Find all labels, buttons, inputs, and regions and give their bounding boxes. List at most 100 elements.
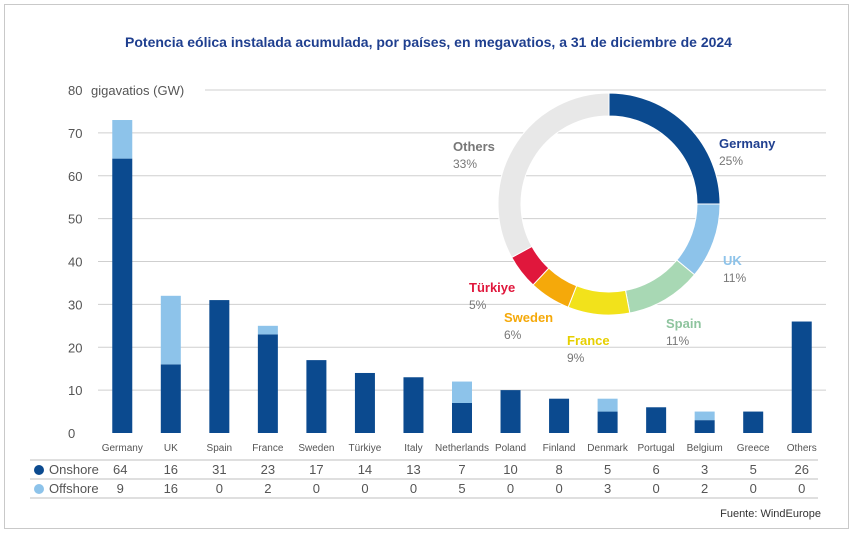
table-cell: 17 xyxy=(309,462,323,477)
legend-label: Offshore xyxy=(49,481,99,496)
donut-slice-Spain xyxy=(624,259,696,314)
bars xyxy=(112,120,812,433)
bar-onshore-France xyxy=(257,334,278,433)
table-cell: 2 xyxy=(701,481,708,496)
bar-onshore-Others xyxy=(791,321,812,433)
legend-label: Onshore xyxy=(49,462,99,477)
table-cell: 9 xyxy=(117,481,124,496)
donut-label-name: Spain xyxy=(666,316,701,331)
y-tick-label: 10 xyxy=(68,383,82,398)
x-tick-label: Others xyxy=(787,443,817,454)
y-tick-label: 30 xyxy=(68,297,82,312)
bar-onshore-UK xyxy=(160,364,181,433)
chart-frame xyxy=(4,4,849,529)
bar-offshore-UK xyxy=(160,295,181,365)
y-tick-label: 50 xyxy=(68,212,82,227)
y-tick-label: 80 xyxy=(68,83,82,98)
table-cell: 0 xyxy=(555,481,562,496)
bar-offshore-Belgium xyxy=(694,411,715,421)
bar-onshore-Denmark xyxy=(597,411,618,433)
donut-label-name: Sweden xyxy=(504,310,553,325)
x-tick-label: Portugal xyxy=(638,443,675,454)
source-note: Fuente: WindEurope xyxy=(720,508,821,520)
bar-onshore-Finland xyxy=(549,398,570,433)
table-cell: 26 xyxy=(794,462,808,477)
bar-onshore-Greece xyxy=(743,411,764,433)
donut-label-pct: 25% xyxy=(719,154,743,168)
x-tick-label: Finland xyxy=(543,443,576,454)
table-cell: 31 xyxy=(212,462,226,477)
bar-onshore-Netherlands xyxy=(452,402,472,433)
y-tick-label: 40 xyxy=(68,255,82,270)
table-cell: 5 xyxy=(750,462,757,477)
bar-onshore-Poland xyxy=(500,390,521,433)
table-cell: 5 xyxy=(604,462,611,477)
x-tick-label: Germany xyxy=(102,443,143,454)
x-axis-labels: Germany UK Spain France Sweden Türkiye Italy Ne… xyxy=(102,443,817,454)
table-cell: 0 xyxy=(798,481,805,496)
y-tick-label: 70 xyxy=(68,126,82,141)
x-tick-label: Spain xyxy=(207,443,233,454)
table-cell: 0 xyxy=(410,481,417,496)
donut-label-pct: 33% xyxy=(453,157,477,171)
donut-label-pct: 11% xyxy=(666,334,689,348)
donut-label-pct: 5% xyxy=(469,298,487,312)
table-cell: 5 xyxy=(458,481,465,496)
y-tick-label: 60 xyxy=(68,169,82,184)
bar-offshore-France xyxy=(257,325,278,335)
chart-title: Potencia eólica instalada acumulada, por… xyxy=(125,34,732,50)
donut-slice-France xyxy=(567,285,631,316)
table-cell: 0 xyxy=(361,481,368,496)
x-tick-label: Poland xyxy=(495,443,526,454)
donut-label-name: Türkiye xyxy=(469,280,515,295)
donut-label-name: Others xyxy=(453,139,495,154)
table-cell: 0 xyxy=(507,481,514,496)
table-cell: 2 xyxy=(264,481,271,496)
table-cell: 16 xyxy=(164,462,178,477)
donut-label-name: Germany xyxy=(719,136,776,151)
x-tick-label: Netherlands xyxy=(435,443,489,454)
donut-label-name: UK xyxy=(723,253,742,268)
donut-label-pct: 9% xyxy=(567,351,585,365)
donut-label-pct: 6% xyxy=(504,328,522,342)
table-cell: 13 xyxy=(406,462,420,477)
table-cell: 14 xyxy=(358,462,372,477)
bar-onshore-Germany xyxy=(112,158,133,433)
bar-onshore-Belgium xyxy=(694,420,715,433)
table-cell: 8 xyxy=(555,462,562,477)
table-cell: 3 xyxy=(604,481,611,496)
x-tick-label: Belgium xyxy=(687,443,723,454)
bar-onshore-Italy xyxy=(403,377,424,433)
x-tick-label: Greece xyxy=(737,443,770,454)
table-cell: 0 xyxy=(653,481,660,496)
x-tick-label: Denmark xyxy=(587,443,629,454)
table-cell: 7 xyxy=(458,462,465,477)
table-cell: 3 xyxy=(701,462,708,477)
donut-chart: Germany 25% UK 11% Spain 11% France 9% Sweden 6% T… xyxy=(453,92,776,365)
bar-onshore-Sweden xyxy=(306,360,327,433)
bar-onshore-Portugal xyxy=(646,407,667,433)
y-tick-label: 20 xyxy=(68,340,82,355)
x-tick-label: Türkiye xyxy=(349,443,382,454)
table-cell: 0 xyxy=(750,481,757,496)
x-tick-label: France xyxy=(252,443,284,454)
table-cell: 16 xyxy=(164,481,178,496)
donut-slice-Others xyxy=(497,92,610,259)
table-cell: 64 xyxy=(113,462,127,477)
donut-label-pct: 11% xyxy=(723,271,746,285)
table-cell: 0 xyxy=(313,481,320,496)
legend-marker xyxy=(34,465,44,475)
table-cell: 0 xyxy=(216,481,223,496)
donut-slice-Germany xyxy=(608,92,721,205)
bar-onshore-Türkiye xyxy=(354,372,375,433)
bar-onshore-Spain xyxy=(209,300,230,433)
donut-slice-UK xyxy=(676,203,721,276)
table-cell: 6 xyxy=(653,462,660,477)
x-tick-label: Italy xyxy=(404,443,422,454)
x-tick-label: UK xyxy=(164,443,178,454)
y-axis-label: gigavatios (GW) xyxy=(91,83,184,98)
bar-offshore-Germany xyxy=(112,120,133,159)
legend-marker xyxy=(34,484,44,494)
bar-offshore-Denmark xyxy=(597,398,618,412)
